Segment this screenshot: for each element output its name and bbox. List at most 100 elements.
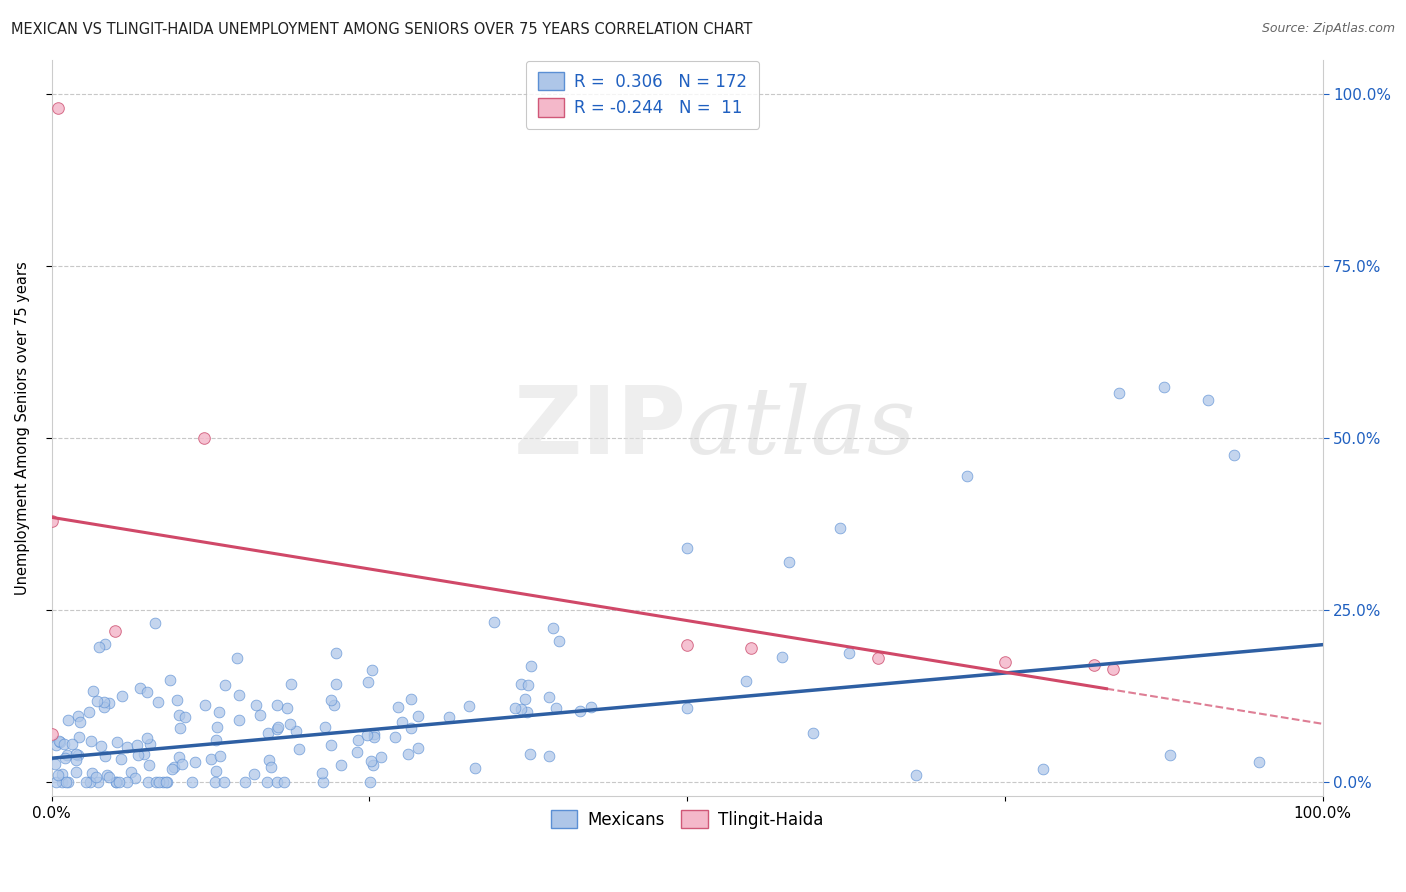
Point xyxy=(538,748,561,763)
Point xyxy=(956,469,979,483)
Point xyxy=(1108,386,1130,401)
Point xyxy=(1032,762,1054,776)
Point xyxy=(135,685,157,699)
Point xyxy=(226,651,249,665)
Point xyxy=(193,431,215,445)
Point xyxy=(80,734,103,748)
Point xyxy=(104,775,127,789)
Point xyxy=(1083,658,1105,673)
Point xyxy=(260,759,283,773)
Point xyxy=(53,737,76,751)
Point xyxy=(509,676,531,690)
Point xyxy=(311,766,333,780)
Point xyxy=(156,775,179,789)
Point xyxy=(194,698,217,713)
Point xyxy=(172,757,194,772)
Point xyxy=(838,647,860,661)
Point xyxy=(56,713,79,727)
Point xyxy=(55,775,77,789)
Point xyxy=(180,775,202,789)
Point xyxy=(115,775,138,789)
Point xyxy=(581,699,603,714)
Point xyxy=(735,674,758,689)
Text: ZIP: ZIP xyxy=(515,382,688,474)
Point xyxy=(399,692,422,706)
Point xyxy=(391,715,413,730)
Point xyxy=(136,731,159,745)
Point xyxy=(273,775,295,789)
Point xyxy=(90,739,112,753)
Point xyxy=(994,655,1017,669)
Point xyxy=(266,698,288,712)
Point xyxy=(65,753,87,767)
Point xyxy=(356,728,378,742)
Point xyxy=(245,698,267,713)
Point xyxy=(568,704,591,718)
Point xyxy=(69,715,91,730)
Point xyxy=(87,640,110,655)
Point xyxy=(93,699,115,714)
Point xyxy=(537,690,560,704)
Point xyxy=(108,775,131,789)
Point xyxy=(676,701,699,715)
Point xyxy=(770,650,793,665)
Point xyxy=(346,745,368,759)
Point xyxy=(399,721,422,735)
Point xyxy=(233,775,256,789)
Point xyxy=(249,708,271,723)
Point xyxy=(361,758,384,772)
Point xyxy=(138,757,160,772)
Point xyxy=(56,775,79,789)
Point xyxy=(45,775,67,789)
Point xyxy=(360,663,382,677)
Point xyxy=(284,724,307,739)
Point xyxy=(125,738,148,752)
Point xyxy=(325,677,347,691)
Point xyxy=(1153,379,1175,393)
Point xyxy=(98,697,121,711)
Point xyxy=(503,701,526,715)
Point xyxy=(363,730,385,744)
Point xyxy=(67,709,90,723)
Point xyxy=(325,646,347,660)
Point xyxy=(44,756,66,771)
Point xyxy=(228,688,250,702)
Point xyxy=(129,681,152,695)
Point xyxy=(46,101,69,115)
Point xyxy=(49,735,72,749)
Point xyxy=(111,689,134,703)
Text: Source: ZipAtlas.com: Source: ZipAtlas.com xyxy=(1261,22,1395,36)
Point xyxy=(93,637,115,651)
Point xyxy=(208,706,231,720)
Y-axis label: Unemployment Among Seniors over 75 years: Unemployment Among Seniors over 75 years xyxy=(15,261,30,595)
Point xyxy=(145,775,167,789)
Point xyxy=(51,775,73,789)
Point xyxy=(143,616,166,631)
Text: MEXICAN VS TLINGIT-HAIDA UNEMPLOYMENT AMONG SENIORS OVER 75 YEARS CORRELATION CH: MEXICAN VS TLINGIT-HAIDA UNEMPLOYMENT AM… xyxy=(11,22,752,37)
Point xyxy=(51,767,73,781)
Point xyxy=(1247,755,1270,769)
Point xyxy=(740,641,762,656)
Point xyxy=(117,740,139,755)
Point xyxy=(53,750,76,764)
Point xyxy=(127,747,149,762)
Point xyxy=(464,761,486,775)
Point xyxy=(79,775,101,789)
Point xyxy=(904,768,927,782)
Point xyxy=(384,730,406,744)
Point xyxy=(173,710,195,724)
Point xyxy=(866,651,889,665)
Point xyxy=(278,716,301,731)
Point xyxy=(159,673,181,688)
Point xyxy=(828,521,851,535)
Point xyxy=(66,748,89,763)
Point xyxy=(93,748,115,763)
Point xyxy=(124,772,146,786)
Point xyxy=(357,674,380,689)
Point xyxy=(152,775,174,789)
Point xyxy=(163,760,186,774)
Point xyxy=(1222,449,1244,463)
Point xyxy=(257,753,280,767)
Point xyxy=(60,737,83,751)
Point xyxy=(541,622,564,636)
